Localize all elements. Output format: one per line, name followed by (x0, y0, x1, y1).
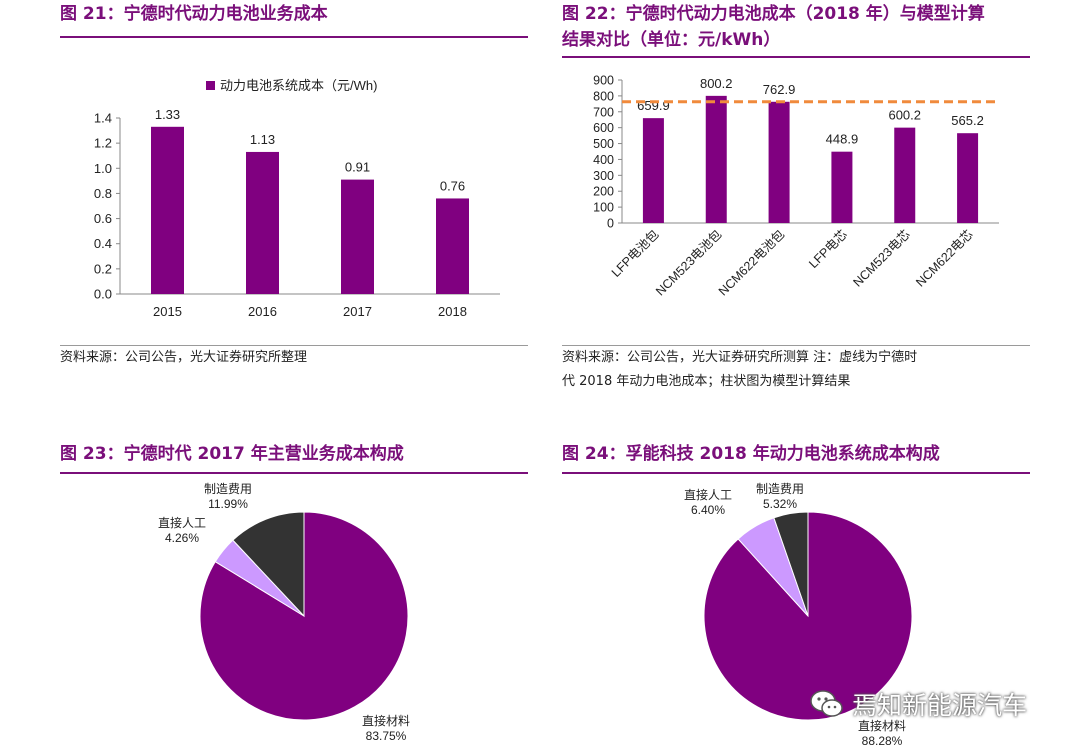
x-tick-label: LFP电池包 (609, 227, 662, 280)
x-tick-label: NCM523电芯 (850, 227, 912, 289)
bar (894, 127, 916, 223)
watermark: 焉知新能源汽车 (810, 686, 1027, 722)
figure-23-top-rule (60, 472, 528, 474)
figure-23-title: 图 23：宁德时代 2017 年主营业务成本构成 (60, 444, 404, 464)
y-tick-label: 1.2 (94, 136, 112, 151)
y-tick-label: 900 (593, 74, 614, 88)
wechat-icon (810, 690, 843, 717)
y-tick-label: 0.2 (94, 261, 112, 276)
pie-slice (232, 511, 305, 618)
y-tick-label: 200 (593, 185, 614, 199)
bar (768, 101, 790, 223)
bar-data-label: 0.91 (345, 160, 370, 175)
legend-swatch (206, 81, 215, 90)
figure-24-title: 图 24：孚能科技 2018 年动力电池系统成本构成 (562, 444, 940, 464)
y-tick-label: 800 (593, 89, 614, 103)
x-tick-label: 2018 (438, 304, 467, 319)
slice-name-label: 直接材料 (362, 713, 410, 728)
y-tick-label: 100 (593, 201, 614, 215)
x-tick-label: NCM622电芯 (913, 227, 975, 289)
figure-24-top-rule (562, 472, 1030, 474)
slice-percent-label: 4.26% (165, 531, 199, 545)
slice-percent-label: 6.40% (691, 503, 725, 517)
bar (642, 118, 664, 223)
y-tick-label: 300 (593, 169, 614, 183)
figure-21-top-rule (60, 36, 528, 38)
slice-name-label: 制造费用 (756, 482, 804, 496)
figure-21-source: 资料来源：公司公告，光大证券研究所整理 (60, 350, 308, 365)
bar (705, 95, 727, 223)
figure-22-top-rule (562, 56, 1030, 58)
y-tick-label: 0 (607, 217, 614, 231)
bar (436, 198, 469, 294)
slice-name-label: 制造费用 (204, 482, 252, 496)
chart-21-cost-trend: 0.0 0.2 0.4 0.6 0.8 1.0 1.2 1.4 1.33 2015 1.13 2016… (94, 78, 500, 319)
slice-percent-label: 5.32% (763, 497, 797, 511)
bar-data-label: 1.13 (250, 132, 275, 147)
x-tick-label: NCM622电池包 (716, 227, 787, 298)
slice-name-label: 直接材料 (858, 718, 906, 733)
figure-22-title-line1: 图 22：宁德时代动力电池成本（2018 年）与模型计算 (562, 4, 985, 24)
y-tick-label: 1.0 (94, 161, 112, 176)
y-tick-label: 600 (593, 121, 614, 135)
y-tick-label: 400 (593, 153, 614, 167)
y-tick-label: 0.6 (94, 211, 112, 226)
y-tick-label: 1.4 (94, 111, 112, 126)
y-tick-label: 0.8 (94, 186, 112, 201)
slice-name-label: 直接人工 (684, 487, 732, 502)
bar (957, 133, 979, 223)
slice-percent-label: 88.28% (862, 734, 903, 748)
bar-data-label: 0.76 (440, 178, 465, 193)
slice-percent-label: 11.99% (208, 497, 248, 511)
y-tick-label: 0.4 (94, 236, 112, 251)
bar (831, 151, 853, 223)
watermark-text: 焉知新能源汽车 (852, 691, 1028, 720)
pie-slice (703, 511, 913, 721)
x-tick-label: NCM523电池包 (653, 227, 724, 298)
y-tick-label: 0.0 (94, 287, 112, 302)
figure-22-bottom-rule (562, 345, 1030, 346)
legend-label: 动力电池系统成本（元/Wh) (220, 78, 377, 93)
y-tick-label: 700 (593, 105, 614, 119)
x-tick-label: 2017 (343, 304, 372, 319)
bar-data-label: 448.9 (826, 132, 859, 147)
figure-22-title-line2: 结果对比（单位：元/kWh） (562, 30, 781, 50)
x-tick-label: 2015 (153, 304, 182, 319)
pie-slice (773, 511, 809, 617)
x-tick-label: LFP电芯 (806, 227, 850, 271)
bar-data-label: 565.2 (951, 113, 984, 128)
bar (151, 126, 184, 294)
figure-22-source-line1: 资料来源：公司公告，光大证券研究所测算 注：虚线为宁德时 (562, 350, 918, 365)
y-tick-label: 500 (593, 137, 614, 151)
bar (246, 151, 279, 294)
slice-percent-label: 83.75% (366, 729, 407, 743)
figure-21-bottom-rule (60, 345, 528, 346)
bar (341, 179, 374, 294)
bar-data-label: 800.2 (700, 76, 733, 91)
slice-name-label: 直接人工 (158, 515, 206, 530)
bar-data-label: 659.9 (637, 98, 670, 113)
x-tick-label: 2016 (248, 304, 277, 319)
figure-22-source-line2: 代 2018 年动力电池成本；柱状图为模型计算结果 (562, 374, 851, 389)
bar-data-label: 762.9 (763, 82, 796, 97)
bar-data-label: 600.2 (888, 108, 921, 123)
figure-21-title: 图 21：宁德时代动力电池业务成本 (60, 4, 328, 24)
bar-data-label: 1.33 (155, 107, 180, 122)
